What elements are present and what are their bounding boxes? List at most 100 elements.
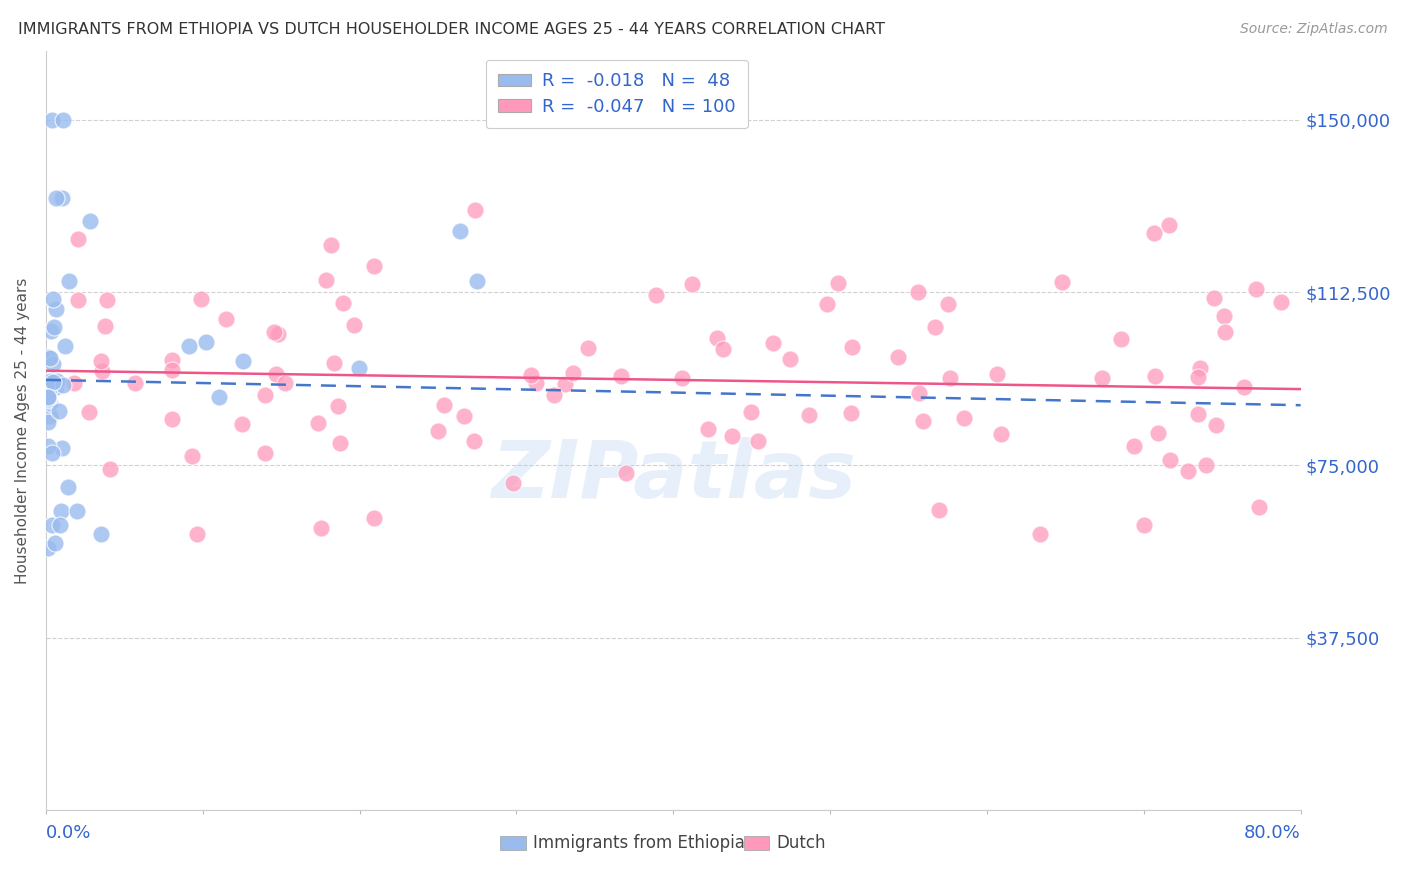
Point bbox=[426, 424, 449, 438]
Point bbox=[273, 376, 295, 390]
Point bbox=[990, 427, 1012, 442]
Point bbox=[315, 273, 337, 287]
Point bbox=[51, 442, 73, 456]
Point bbox=[37, 390, 59, 404]
Point bbox=[740, 405, 762, 419]
Point bbox=[58, 274, 80, 288]
Point bbox=[37, 351, 59, 365]
Point bbox=[1133, 517, 1156, 532]
Point bbox=[96, 293, 118, 308]
Point bbox=[329, 436, 352, 450]
Point bbox=[39, 409, 62, 423]
Point bbox=[609, 368, 631, 383]
Point bbox=[449, 224, 471, 238]
Point bbox=[524, 376, 547, 391]
Y-axis label: Householder Income Ages 25 - 44 years: Householder Income Ages 25 - 44 years bbox=[15, 277, 30, 583]
Point bbox=[779, 352, 801, 367]
Point bbox=[1109, 333, 1132, 347]
Text: ZIPatlas: ZIPatlas bbox=[491, 437, 856, 515]
Point bbox=[711, 343, 734, 357]
Point bbox=[1143, 226, 1166, 240]
Point bbox=[433, 398, 456, 412]
Point bbox=[51, 504, 73, 518]
Point bbox=[986, 367, 1008, 381]
Point bbox=[1244, 282, 1267, 296]
Point bbox=[1205, 417, 1227, 432]
Point bbox=[465, 274, 488, 288]
Point bbox=[56, 480, 79, 494]
Point bbox=[1123, 439, 1146, 453]
Point bbox=[37, 390, 59, 404]
Point bbox=[908, 386, 931, 401]
Text: 80.0%: 80.0% bbox=[1244, 824, 1301, 842]
Point bbox=[1213, 310, 1236, 324]
Point bbox=[124, 376, 146, 390]
Point bbox=[98, 461, 121, 475]
Point bbox=[51, 191, 73, 205]
Point bbox=[66, 504, 89, 518]
Point bbox=[253, 446, 276, 460]
Text: Source: ZipAtlas.com: Source: ZipAtlas.com bbox=[1240, 22, 1388, 37]
Point bbox=[1052, 275, 1074, 289]
Text: IMMIGRANTS FROM ETHIOPIA VS DUTCH HOUSEHOLDER INCOME AGES 25 - 44 YEARS CORRELAT: IMMIGRANTS FROM ETHIOPIA VS DUTCH HOUSEH… bbox=[18, 22, 886, 37]
Point bbox=[267, 326, 290, 341]
Point bbox=[42, 357, 65, 371]
Point bbox=[90, 527, 112, 541]
Point bbox=[181, 449, 204, 463]
Point bbox=[681, 277, 703, 291]
Point bbox=[1157, 219, 1180, 233]
Point bbox=[1247, 500, 1270, 515]
Point bbox=[208, 390, 231, 404]
Point bbox=[1147, 426, 1170, 441]
Text: 0.0%: 0.0% bbox=[46, 824, 91, 842]
Point bbox=[46, 375, 69, 389]
Point bbox=[42, 292, 65, 306]
Point bbox=[45, 191, 67, 205]
Point bbox=[936, 297, 959, 311]
Point bbox=[42, 320, 65, 334]
Point bbox=[37, 541, 59, 555]
Point bbox=[194, 335, 217, 350]
Point bbox=[1177, 464, 1199, 478]
Point bbox=[45, 302, 67, 317]
Point bbox=[706, 331, 728, 345]
Point bbox=[41, 517, 63, 532]
Point bbox=[363, 259, 385, 273]
Point bbox=[215, 312, 238, 326]
Point bbox=[52, 112, 75, 127]
Point bbox=[37, 393, 59, 408]
Point bbox=[520, 368, 543, 383]
Point bbox=[326, 399, 349, 413]
Point bbox=[319, 238, 342, 252]
Point bbox=[453, 409, 475, 423]
Point bbox=[1187, 407, 1209, 421]
Point bbox=[697, 422, 720, 436]
Point bbox=[721, 429, 744, 443]
Point bbox=[343, 318, 366, 333]
Point bbox=[37, 415, 59, 429]
Point bbox=[38, 384, 60, 398]
Point bbox=[827, 277, 849, 291]
Point bbox=[39, 351, 62, 366]
Point bbox=[160, 412, 183, 426]
Point bbox=[37, 392, 59, 406]
Point bbox=[953, 411, 976, 425]
Point bbox=[1233, 380, 1256, 394]
Point bbox=[562, 366, 585, 380]
Text: Dutch: Dutch bbox=[776, 834, 825, 852]
Point bbox=[66, 293, 89, 308]
Point bbox=[1202, 291, 1225, 305]
Point bbox=[160, 362, 183, 376]
Point bbox=[463, 434, 485, 448]
Point bbox=[41, 446, 63, 460]
Point bbox=[37, 439, 59, 453]
Point bbox=[232, 353, 254, 368]
Point bbox=[502, 476, 524, 491]
Point bbox=[841, 340, 863, 354]
Point bbox=[307, 416, 329, 430]
Point bbox=[90, 353, 112, 368]
Point bbox=[39, 325, 62, 339]
Point bbox=[1270, 294, 1292, 309]
Point bbox=[543, 387, 565, 401]
Point bbox=[323, 356, 346, 370]
